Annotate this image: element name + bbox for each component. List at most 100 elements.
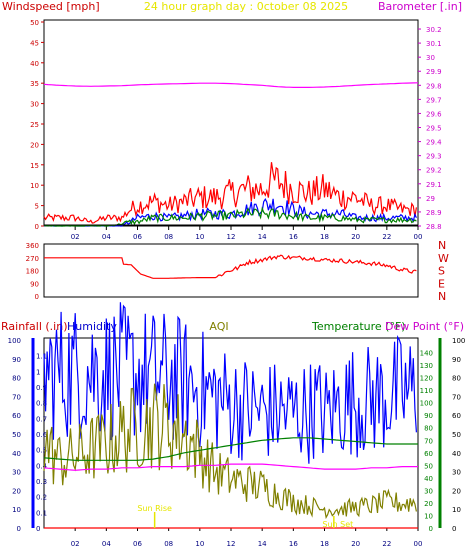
direction-tick-label: 0: [35, 293, 39, 301]
windspeed-tick-label: 5: [35, 203, 39, 211]
aqi-tick-label: 70: [452, 393, 461, 401]
windspeed-tick-label: 30: [30, 101, 39, 109]
x-tick-label: 10: [195, 540, 204, 548]
barometer-tick-label: 30.2: [426, 26, 442, 34]
climate-series-line-humidity: [43, 302, 417, 464]
x-tick-label: 22: [382, 540, 391, 548]
x-tick-label: 14: [258, 540, 267, 548]
rain-tick-label: 0.1: [36, 509, 47, 517]
humidity-tick-label: 60: [12, 412, 21, 420]
rain-tick-label: 0.9: [36, 384, 47, 392]
direction-tick-label: 270: [26, 255, 39, 263]
aqi-tick-label: 100: [452, 337, 465, 345]
x-tick-label: 22: [382, 233, 391, 241]
barometer-tick-label: 29.3: [426, 153, 442, 161]
barometer-tick-label: 30.1: [426, 40, 442, 48]
temp-tick-label: 40: [424, 475, 433, 483]
barometer-tick-label: 29.5: [426, 125, 442, 133]
humidity-tick-label: 20: [12, 487, 21, 495]
windspeed-tick-label: 45: [30, 39, 39, 47]
aqi-tick-label: 80: [452, 375, 461, 383]
aqi-tick-label: 90: [452, 356, 461, 364]
x-tick-label: 04: [102, 540, 111, 548]
rain-tick-label: 0.3: [36, 478, 47, 486]
compass-label: E: [438, 277, 445, 290]
temp-tick-label: 130: [420, 362, 433, 370]
x-tick-label: 20: [351, 540, 360, 548]
humidity-tick-label: 40: [12, 450, 21, 458]
barometer-tick-label: 29.4: [426, 139, 442, 147]
temp-tick-label: 80: [424, 425, 433, 433]
rain-tick-label: 0.6: [36, 431, 48, 439]
x-tick-label: 02: [71, 540, 80, 548]
humidity-tick-label: 90: [12, 356, 21, 364]
wind-series-line-wind_steady: [43, 206, 417, 227]
humidity-tick-label: 30: [12, 469, 21, 477]
rain-tick-label: 0.7: [36, 415, 47, 423]
compass-label: W: [438, 252, 449, 265]
rainfall-axis-label: Rainfall (.in): [1, 320, 68, 333]
humidity-axis-label: Humidity: [67, 320, 117, 333]
humidity-tick-label: 100: [8, 337, 21, 345]
rain-tick-label: 1.1: [36, 353, 47, 361]
climate-series-line-dew_point: [43, 463, 418, 471]
barometer-tick-label: 28.9: [426, 209, 442, 217]
climate-series-line-aqi: [43, 383, 417, 520]
barometer-tick-label: 29.2: [426, 167, 442, 175]
dewpoint-axis-label: Dew Point (°F): [385, 320, 464, 333]
barometer-tick-label: 29.6: [426, 110, 442, 118]
sunrise-label: Sun Rise: [137, 504, 172, 513]
temp-tick-label: 50: [424, 462, 433, 470]
direction-tick-label: 360: [26, 242, 39, 250]
x-tick-label: 08: [164, 540, 173, 548]
temp-tick-label: 30: [424, 487, 433, 495]
x-tick-label: 10: [195, 233, 204, 241]
humidity-tick-label: 10: [12, 506, 21, 514]
rain-tick-label: 0.4: [36, 462, 48, 470]
x-tick-label: 20: [351, 233, 360, 241]
rain-tick-label: 0: [36, 525, 40, 533]
barometer-tick-label: 28.8: [426, 223, 442, 231]
barometer-tick-label: 29.7: [426, 96, 442, 104]
x-tick-label: 06: [133, 540, 142, 548]
aqi-tick-label: 10: [452, 506, 461, 514]
sunset-label: Sun Set: [322, 520, 353, 529]
x-tick-label: 16: [289, 540, 298, 548]
rain-tick-label: 1: [36, 368, 40, 376]
temp-tick-label: 70: [424, 437, 433, 445]
direction-tick-label: 90: [30, 280, 39, 288]
windspeed-tick-label: 25: [30, 121, 39, 129]
windspeed-tick-label: 40: [30, 60, 39, 68]
rain-tick-label: 0.2: [36, 494, 47, 502]
aqi-tick-label: 40: [452, 450, 461, 458]
x-tick-label: 16: [289, 233, 298, 241]
aqi-tick-label: 50: [452, 431, 461, 439]
direction-plot-frame: [43, 243, 419, 298]
windspeed-tick-label: 10: [30, 182, 39, 190]
barometer-tick-label: 29: [426, 195, 435, 203]
temp-tick-label: 0: [429, 525, 433, 533]
direction-line: [44, 254, 417, 279]
barometer-axis-label: Barometer [.in]: [378, 0, 462, 13]
chart-marks: 0510152025303540455028.828.92929.129.229…: [8, 19, 466, 548]
windspeed-tick-label: 15: [30, 162, 39, 170]
temp-tick-label: 140: [420, 350, 433, 358]
x-tick-label: 14: [258, 233, 267, 241]
x-tick-label: 08: [164, 233, 173, 241]
aqi-axis-label: AQI: [209, 320, 228, 333]
windspeed-tick-label: 50: [30, 19, 39, 27]
compass-label: N: [438, 239, 446, 252]
x-tick-label: 02: [71, 233, 80, 241]
windspeed-tick-label: 20: [30, 141, 39, 149]
humidity-tick-label: 80: [12, 375, 21, 383]
compass-label: N: [438, 290, 446, 303]
windspeed-tick-label: 35: [30, 80, 39, 88]
x-tick-label: 18: [320, 233, 329, 241]
temp-tick-label: 100: [420, 400, 433, 408]
rain-tick-label: 0.5: [36, 447, 47, 455]
aqi-tick-label: 30: [452, 469, 461, 477]
x-tick-label: 00: [414, 233, 423, 241]
aqi-tick-label: 20: [452, 487, 461, 495]
temp-tick-label: 60: [424, 450, 433, 458]
direction-tick-label: 180: [26, 268, 39, 276]
